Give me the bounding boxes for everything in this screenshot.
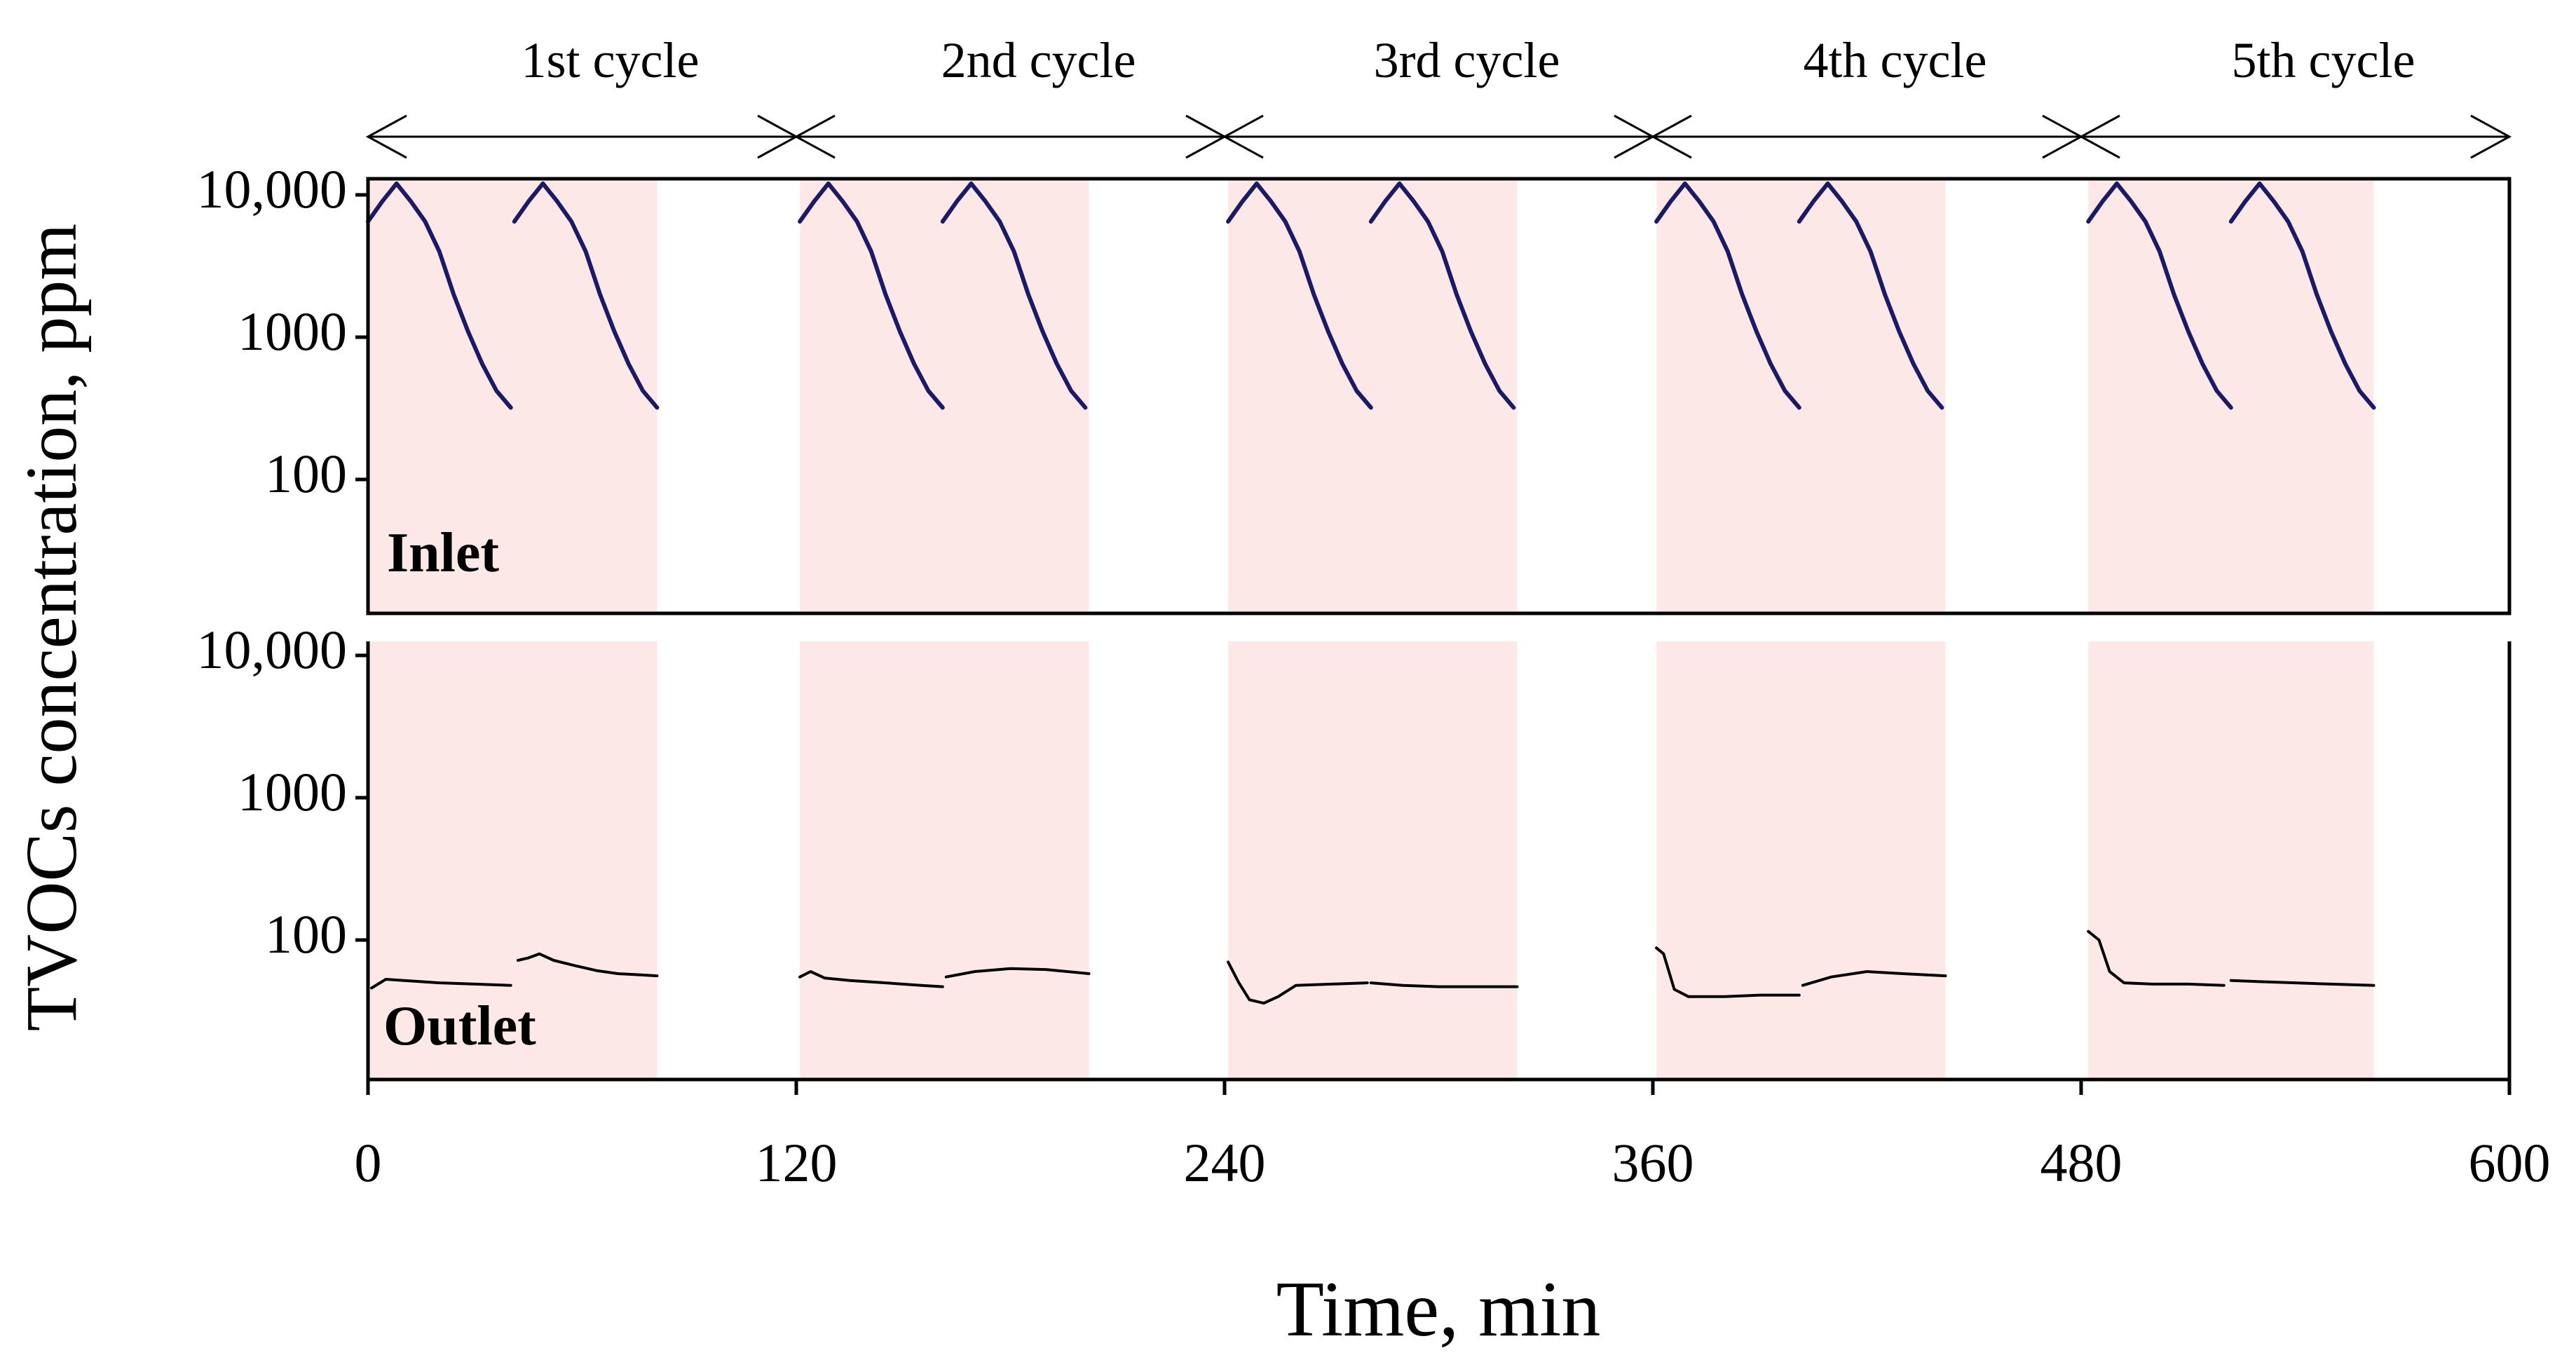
x-axis-title: Time, min xyxy=(1276,1266,1601,1353)
cycle-label: 1st cycle xyxy=(522,32,700,88)
outlet-y-tick-label: 10,000 xyxy=(197,619,348,680)
inlet-adsorption-band xyxy=(2088,179,2374,613)
outlet-series-line xyxy=(2229,979,2376,987)
inlet-series-line xyxy=(798,181,945,410)
inlet-series-line xyxy=(366,181,513,410)
inlet-series-line xyxy=(1368,181,1516,410)
inlet-series-line xyxy=(940,181,1088,410)
inlet-series-group xyxy=(366,181,2376,410)
x-tick-label: 0 xyxy=(355,1132,382,1193)
outlet-y-tick-label: 100 xyxy=(265,904,347,965)
outlet-adsorption-band xyxy=(1656,641,1946,1080)
y-axis-title: TVOCs concentration, ppm xyxy=(11,224,92,1031)
cycle-label: 4th cycle xyxy=(1804,32,1987,88)
x-tick-label: 480 xyxy=(2040,1132,2122,1193)
cycle-arrow-head-right xyxy=(2470,114,2512,159)
x-tick-label: 600 xyxy=(2469,1132,2551,1193)
outlet-series-line xyxy=(1801,970,1947,987)
x-tick-label: 360 xyxy=(1612,1132,1694,1193)
outlet-series-line xyxy=(516,952,659,978)
outlet-y-tick-label: 1000 xyxy=(238,761,347,822)
outlet-series-line xyxy=(944,967,1091,979)
cycle-label: 3rd cycle xyxy=(1374,32,1560,88)
outlet-adsorption-band xyxy=(2088,641,2374,1080)
outlet-adsorption-band xyxy=(1228,641,1518,1080)
inlet-adsorption-band xyxy=(368,179,657,613)
outlet-series-line xyxy=(798,970,944,988)
inlet-series-line xyxy=(1226,181,1373,410)
outlet-adsorption-band xyxy=(800,641,1089,1080)
cycle-arrow-head-left xyxy=(1222,114,1264,159)
cycle-label: 2nd cycle xyxy=(941,32,1136,88)
inlet-panel-label: Inlet xyxy=(387,522,499,584)
inlet-y-tick-label: 1000 xyxy=(238,301,347,362)
inlet-adsorption-band xyxy=(1656,179,1946,613)
outlet-adsorption-band xyxy=(368,641,657,1080)
cycle-arrow-head-left xyxy=(2078,114,2120,159)
x-tick-label: 120 xyxy=(756,1132,838,1193)
x-tick-label: 240 xyxy=(1184,1132,1266,1193)
inlet-series-line xyxy=(512,181,660,410)
inlet-series-line xyxy=(1654,181,1801,410)
outlet-series-line xyxy=(1227,960,1369,1005)
outlet-panel-label: Outlet xyxy=(383,995,536,1057)
cycle-arrow-head-left xyxy=(1650,114,1692,159)
inlet-series-line xyxy=(1797,181,1944,410)
inlet-adsorption-band xyxy=(800,179,1089,613)
inlet-panel-frame xyxy=(366,177,2512,615)
inlet-y-tick-label: 100 xyxy=(265,443,347,504)
adsorption-bands xyxy=(368,179,2374,1080)
outlet-series-line xyxy=(2087,929,2226,987)
inlet-series-line xyxy=(2228,181,2376,410)
inlet-y-tick-label: 10,000 xyxy=(197,158,348,219)
cycle-arrow-head-left xyxy=(365,114,407,159)
labels-group: Inlet Outlet Time, min TVOCs concentration,… xyxy=(11,224,1600,1353)
cycle-arrow-head-left xyxy=(793,114,836,159)
inlet-adsorption-band xyxy=(1228,179,1518,613)
cycle-arrows-group: 1st cycle 2nd cycle 3rd cycle 4th cycle 5th … xyxy=(365,32,2512,159)
outlet-series-group xyxy=(370,929,2376,1005)
outlet-series-line xyxy=(1655,946,1801,998)
inlet-series-line xyxy=(2086,181,2233,410)
outlet-series-line xyxy=(1369,981,1519,988)
panel-frames xyxy=(366,177,2512,1082)
outlet-series-line xyxy=(370,978,512,990)
cycle-label: 5th cycle xyxy=(2232,32,2415,88)
